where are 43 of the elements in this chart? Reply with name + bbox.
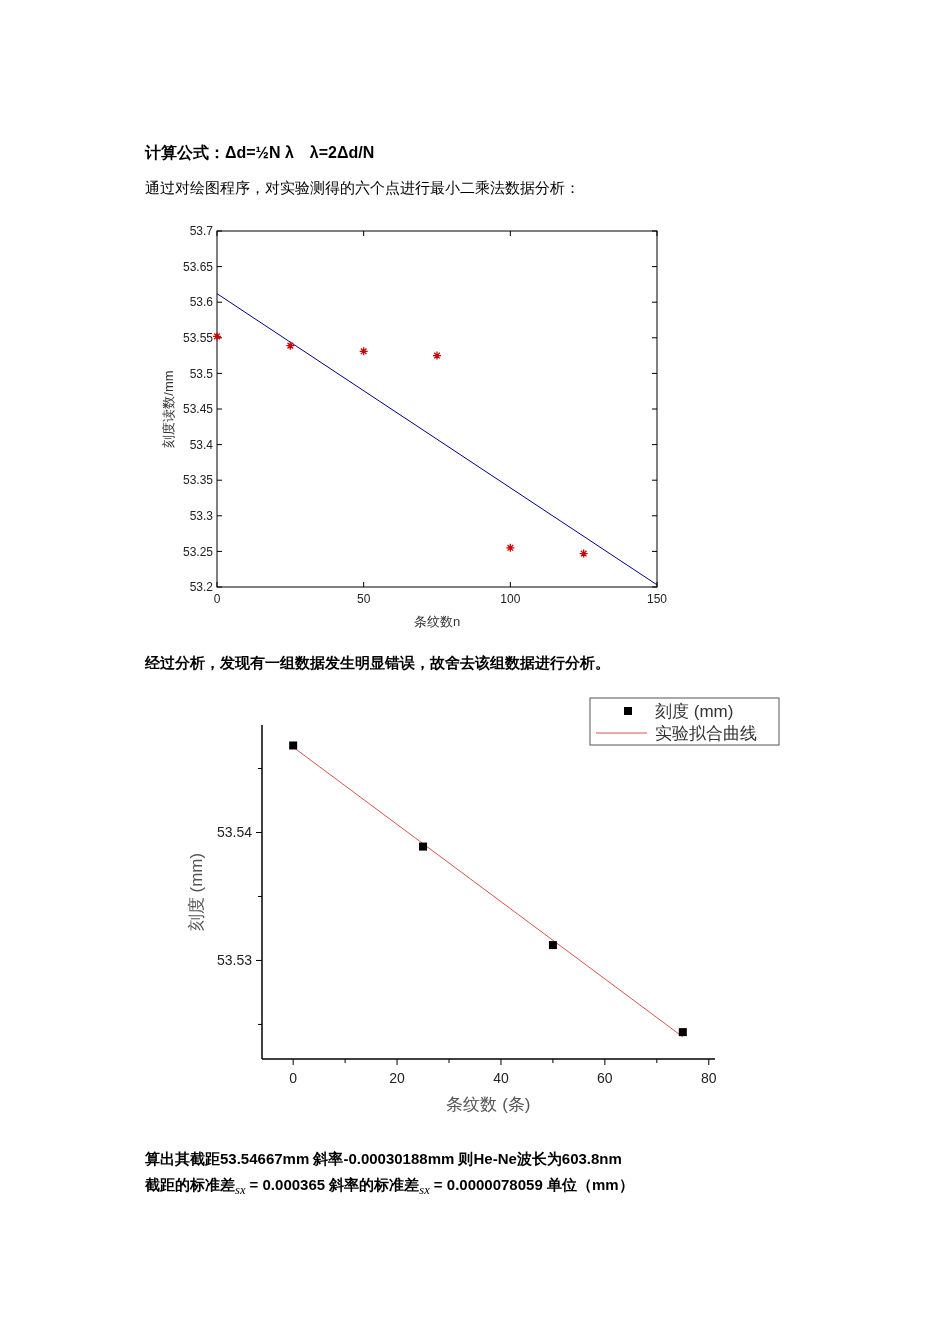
text: 算出其截距53.54667mm 斜率-0.00030188mm 则He-Ne波长为603.8nm — [145, 1149, 623, 1169]
y-axis-title: 刻度读数/mm — [161, 370, 176, 448]
y-tick-label: 53.55 — [182, 331, 214, 345]
point — [505, 543, 515, 553]
text: 经过分析，发现有一组数据发生明显错误，故舍去该组数据进行分析。 — [145, 653, 610, 673]
x-tick-label: 0 — [289, 1070, 298, 1086]
x-tick-label: 40 — [493, 1070, 509, 1086]
x-tick-label: 150 — [646, 592, 668, 606]
y-tick-label: 53.7 — [189, 224, 214, 239]
x-tick-label: 60 — [597, 1070, 613, 1086]
y-tick-label: 53.65 — [182, 259, 214, 274]
x-tick-label: 100 — [500, 592, 521, 606]
y-tick-label: 53.3 — [189, 509, 214, 523]
x-tick-label: 80 — [700, 1070, 717, 1086]
point — [289, 741, 298, 750]
point — [285, 340, 295, 351]
y-tick-label: 53.53 — [216, 952, 253, 969]
y-tick-label: 53.25 — [182, 544, 214, 559]
legend-label: 刻度 (mm) — [655, 702, 734, 721]
point — [419, 842, 428, 851]
text: 通过对绘图程序，对实验测得的六个点进行最小二乘法数据分析： — [145, 178, 580, 198]
y-tick-label: 53.5 — [189, 366, 214, 381]
y-tick-label: 53.45 — [182, 402, 214, 417]
point — [432, 350, 442, 361]
y-tick-label: 53.35 — [182, 473, 214, 488]
y-tick-label: 53.6 — [189, 295, 214, 310]
point — [359, 346, 369, 356]
point — [548, 941, 557, 950]
legend-label: 实验拟合曲线 — [655, 724, 757, 743]
y-tick-label: 53.4 — [189, 437, 214, 452]
x-tick-label: 0 — [213, 592, 221, 606]
point — [212, 331, 222, 342]
x-tick-label: 50 — [356, 592, 371, 606]
y-tick-label: 53.54 — [216, 824, 253, 841]
x-axis-title: 条纹数n — [413, 614, 461, 629]
point — [579, 548, 589, 559]
y-tick-label: 53.2 — [189, 580, 214, 595]
text: 计算公式：Δd=½N λ λ=2Δd/N — [145, 143, 376, 163]
x-axis-title: 条纹数 (条) — [446, 1095, 531, 1114]
point — [678, 1028, 687, 1037]
y-axis-title: 刻度 (mm) — [187, 852, 206, 932]
text: 截距的标准差$_{s}$$_{x}$ = 0.000365 斜率的标准差$_{s}$$_{x}$ = 0.0000078059 单位（mm） — [145, 1175, 634, 1198]
x-tick-label: 20 — [389, 1070, 406, 1086]
